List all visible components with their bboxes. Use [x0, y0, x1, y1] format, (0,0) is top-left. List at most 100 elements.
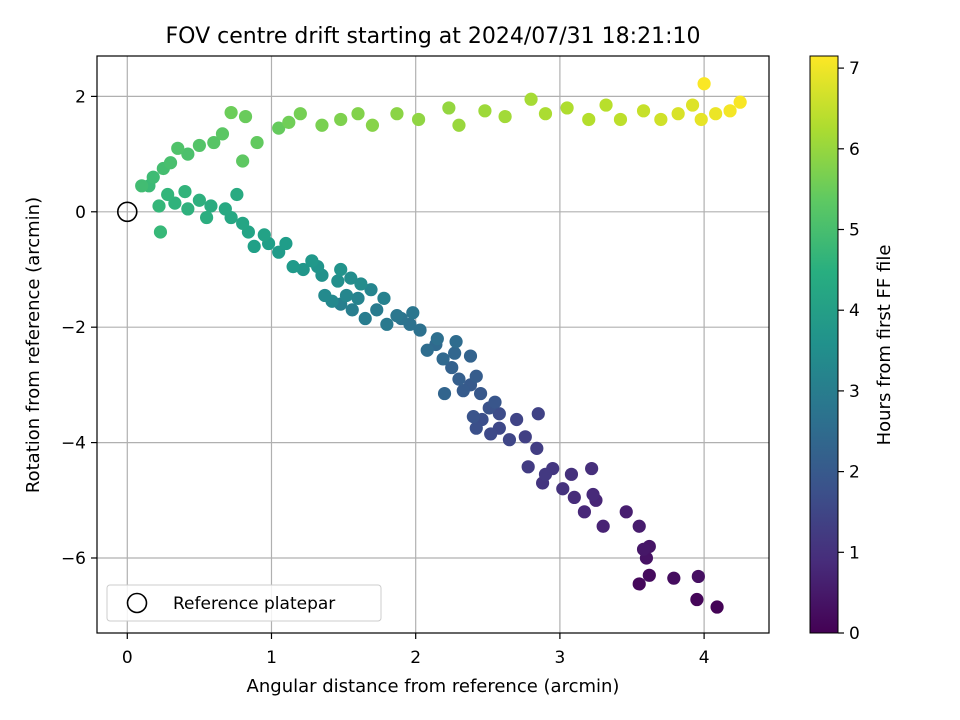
colorbar-tick-label: 6 [849, 140, 860, 160]
scatter-point [632, 577, 646, 591]
scatter-point [344, 271, 358, 285]
scatter-point [135, 179, 149, 193]
scatter-point [192, 193, 206, 207]
x-tick-label: 2 [410, 648, 421, 668]
scatter-point [272, 121, 286, 135]
legend-box [106, 584, 382, 622]
scatter-point [334, 262, 348, 277]
scatter-point [671, 107, 685, 121]
scatter-point [524, 92, 538, 106]
scatter-point [181, 202, 195, 216]
scatter-point [411, 112, 426, 127]
scatter-point [207, 135, 221, 150]
scatter-point [224, 105, 238, 120]
scatter-point [498, 109, 512, 124]
colorbar-tick-label: 4 [849, 301, 860, 321]
scatter-point [315, 118, 329, 132]
scatter-point [492, 407, 506, 421]
scatter-point [279, 236, 293, 251]
scatter-point [690, 592, 704, 607]
scatter-point [531, 407, 545, 421]
x-axis-ticks: 0 1 2 3 4 [122, 633, 710, 668]
scatter-point [642, 568, 656, 582]
y-tick-label: 0 [75, 203, 86, 223]
reference-marker [116, 201, 138, 223]
colorbar-tick-label: 3 [849, 382, 860, 402]
scatter-point [436, 352, 450, 366]
scatter-point [667, 571, 681, 585]
scatter-point [710, 600, 724, 614]
y-tick-label: −4 [61, 434, 86, 454]
y-tick-label: 2 [75, 87, 86, 107]
x-tick-label: 1 [266, 648, 277, 668]
scatter-point [354, 277, 368, 291]
scatter-point [420, 343, 434, 357]
scatter-point [204, 199, 218, 213]
scatter-point [430, 332, 444, 346]
scatter-point [365, 118, 380, 132]
scatter-point [257, 228, 271, 242]
colorbar-tick-label: 2 [849, 463, 860, 483]
scatter-point [351, 107, 365, 121]
scatter-point [445, 360, 459, 375]
scatter-point [192, 138, 206, 153]
scatter-point [161, 187, 175, 202]
scatter-point [469, 421, 483, 435]
scatter-point [358, 311, 372, 326]
scatter-point [709, 107, 723, 121]
scatter-point [215, 127, 230, 141]
scatter-point [577, 505, 592, 519]
scatter-point [230, 187, 244, 202]
scatter-point [456, 384, 470, 398]
scatter-point [636, 542, 651, 556]
scatter-point [351, 291, 365, 305]
scatter-point [613, 112, 628, 127]
plot-frame [96, 55, 770, 634]
scatter-point [331, 274, 345, 288]
scatter-point [153, 225, 168, 239]
scatter-point [654, 112, 668, 127]
legend-marker [126, 592, 148, 614]
scatter-point [502, 433, 517, 447]
scatter-point [296, 262, 310, 277]
scatter-point [560, 101, 574, 115]
scatter-point [181, 147, 195, 161]
scatter-points [135, 77, 747, 614]
scatter-point [380, 317, 394, 331]
scatter-point [564, 467, 579, 481]
scatter-point [518, 430, 532, 444]
legend-entry: Reference platepar [173, 594, 335, 614]
scatter-point [199, 210, 214, 225]
scatter-point [146, 170, 160, 184]
scatter-point [305, 254, 319, 268]
colorbar-ticks: 0 1 2 3 4 5 6 7 [838, 59, 860, 644]
scatter-point [510, 412, 524, 427]
chart-title: FOV centre drift starting at 2024/07/31 … [166, 24, 701, 49]
scatter-point [286, 260, 300, 274]
scatter-point [636, 104, 651, 118]
scatter-point [247, 239, 261, 254]
scatter-point [163, 156, 178, 170]
scatter-point [364, 283, 378, 297]
scatter-point [582, 112, 596, 127]
scatter-point [556, 482, 570, 496]
x-tick-label: 3 [554, 648, 565, 668]
scatter-point [390, 107, 404, 121]
scatter-point [733, 95, 747, 109]
y-tick-label: −2 [61, 318, 86, 338]
y-axis-label: Rotation from reference (arcmin) [23, 197, 44, 493]
scatter-point [478, 104, 492, 118]
y-axis-ticks: 2 0 −2 −4 −6 [61, 87, 97, 569]
scatter-point [413, 323, 427, 337]
colorbar-tick-label: 7 [849, 59, 860, 79]
scatter-point [236, 216, 250, 230]
scatter-point [293, 107, 307, 121]
scatter-point [691, 569, 705, 584]
scatter-point [619, 505, 633, 519]
scatter-point [171, 141, 185, 155]
colorbar-tick-label: 1 [849, 543, 860, 563]
scatter-point [586, 487, 600, 502]
scatter-point [538, 467, 553, 481]
scatter-point [473, 386, 488, 401]
scatter-point [585, 461, 599, 476]
